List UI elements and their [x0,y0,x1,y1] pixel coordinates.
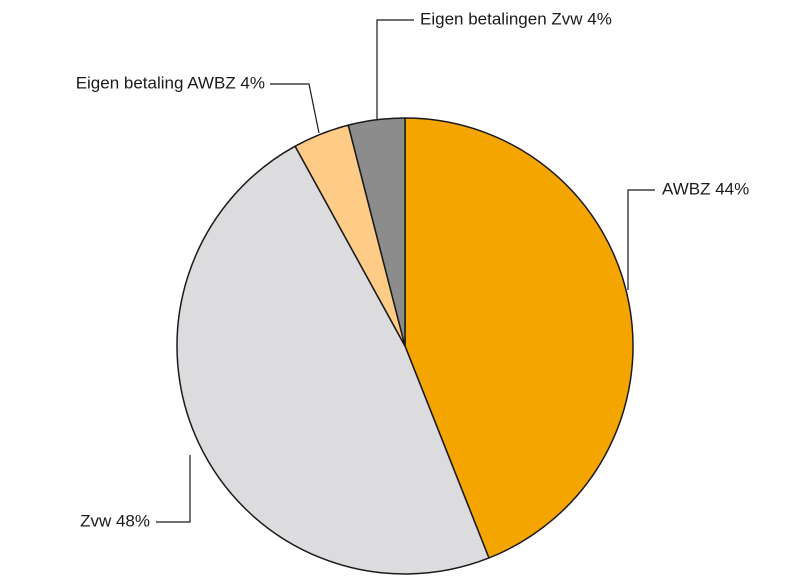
pie [176,117,634,575]
slice-label: Eigen betalingen Zvw 4% [420,9,612,28]
slice-label: Eigen betaling AWBZ 4% [76,73,265,92]
pie-slice [404,117,634,559]
leader-line [376,19,414,120]
leader-line [270,83,320,134]
slice-label: AWBZ 44% [662,179,749,198]
leader-line [627,189,655,290]
pie-slice [176,145,490,575]
slice-label: Zvw 48% [80,511,150,530]
leader-line [156,455,191,523]
